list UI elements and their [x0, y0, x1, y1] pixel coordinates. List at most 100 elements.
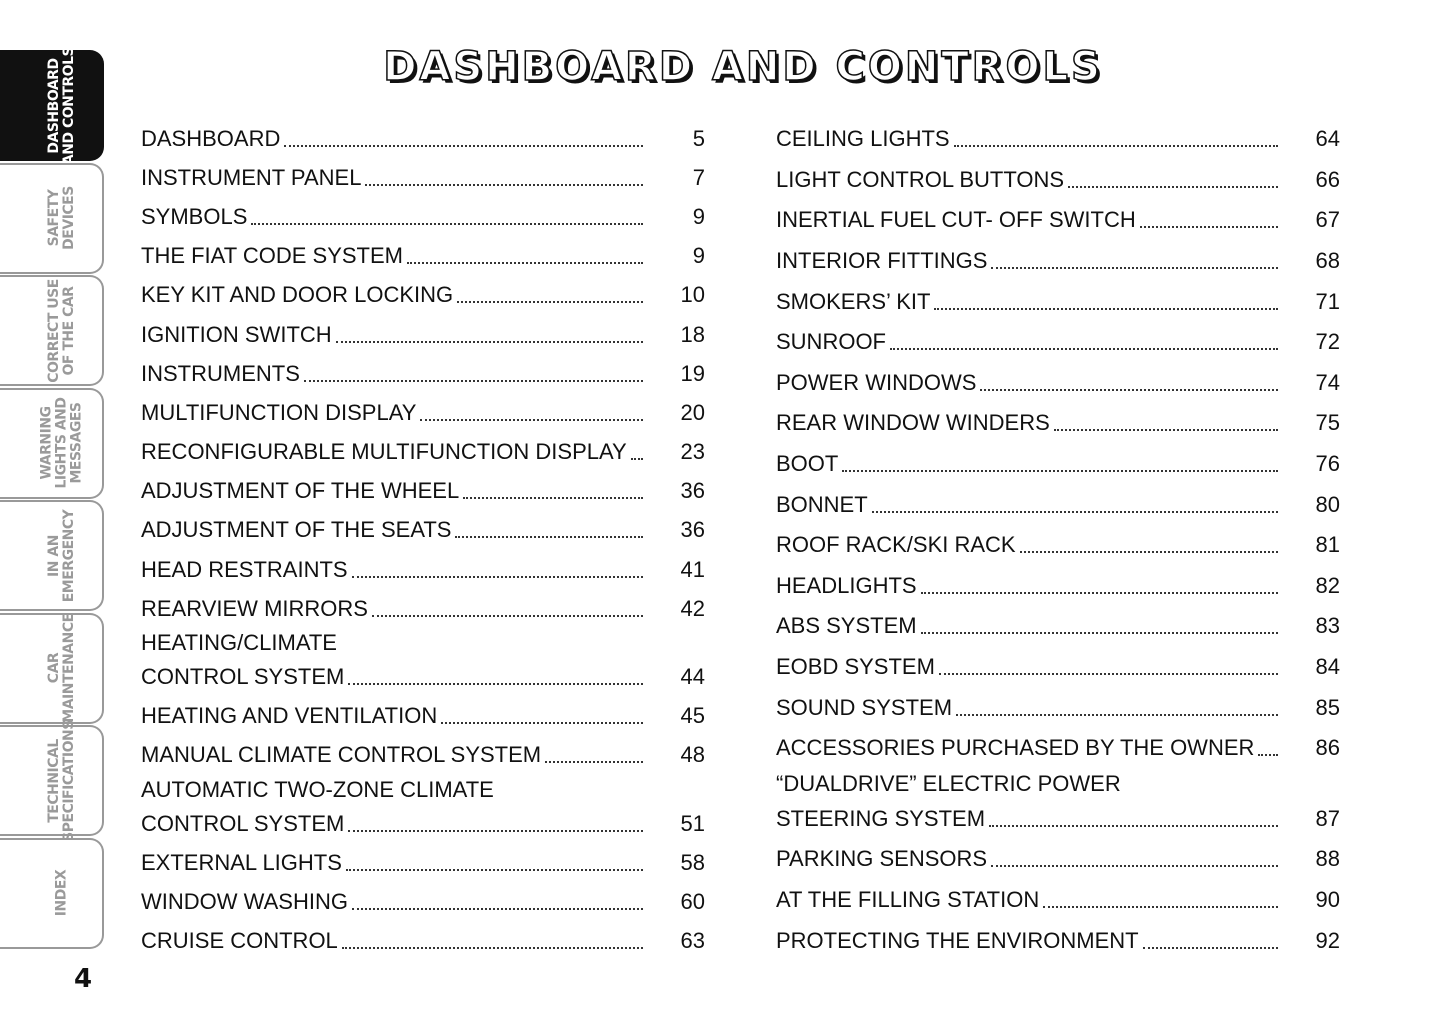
- toc-entry-page: 9: [692, 243, 705, 269]
- toc-entry[interactable]: WINDOW WASHING 60: [141, 882, 705, 921]
- dot-leader: [1142, 946, 1278, 949]
- section-tab-technical-specifications[interactable]: TECHNICAL SPECIFICATIONS: [0, 720, 104, 841]
- toc-entry[interactable]: EXTERNAL LIGHTS 58: [141, 843, 705, 882]
- toc-entry-title: PROTECTING THE ENVIRONMENT: [776, 927, 1139, 953]
- toc-entry[interactable]: ACCESSORIES PURCHASED BY THE OWNER 86: [776, 728, 1340, 769]
- toc-entry[interactable]: INSTRUMENT PANEL 7: [141, 158, 705, 197]
- toc-entry[interactable]: CEILING LIGHTS 64: [776, 119, 1340, 160]
- toc-entry-title: MANUAL CLIMATE CONTROL SYSTEM: [141, 742, 542, 768]
- toc-entry[interactable]: AT THE FILLING STATION 90: [776, 880, 1340, 921]
- toc-entry-title: THE FIAT CODE SYSTEM: [141, 243, 403, 269]
- dot-leader: [441, 722, 643, 725]
- toc-entry[interactable]: CRUISE CONTROL 63: [141, 922, 705, 961]
- toc-entry[interactable]: PARKING SENSORS 88: [776, 839, 1340, 880]
- section-tab-index[interactable]: INDEX: [0, 837, 104, 949]
- toc-entry[interactable]: MULTIFUNCTION DISPLAY 20: [141, 393, 705, 432]
- toc-entry-title: ROOF RACK/SKI RACK: [776, 532, 1016, 558]
- toc-entry-row: ADJUSTMENT OF THE SEATS 36: [141, 511, 705, 550]
- toc-entry-page: 42: [680, 595, 705, 621]
- dot-leader: [842, 470, 1278, 473]
- toc-entry-row: MULTIFUNCTION DISPLAY 20: [141, 393, 705, 432]
- dot-leader: [365, 183, 643, 186]
- toc-entry-page: 19: [680, 360, 705, 386]
- toc-entry-title: HEAD RESTRAINTS: [141, 556, 348, 582]
- toc-entry-page: 83: [1315, 613, 1340, 639]
- section-tab-correct-use-of-the-car[interactable]: CORRECT USE OF THE CAR: [0, 275, 104, 386]
- toc-entry[interactable]: ABS SYSTEM 83: [776, 606, 1340, 647]
- section-tab-car-maintenance[interactable]: CAR MAINTENANCE: [0, 612, 104, 724]
- toc-entry-title: SOUND SYSTEM: [776, 694, 953, 720]
- toc-entry[interactable]: SYMBOLS 9: [141, 197, 705, 236]
- toc-entry-page: 71: [1315, 288, 1340, 314]
- toc-entry[interactable]: SMOKERS’ KIT 71: [776, 281, 1340, 322]
- toc-entry[interactable]: MANUAL CLIMATE CONTROL SYSTEM 48: [141, 736, 705, 775]
- section-tab-in-an-emergency[interactable]: IN AN EMERGENCY: [0, 500, 104, 611]
- section-tab-warning-lights-and-messages[interactable]: WARNING LIGHTS AND MESSAGES: [0, 387, 104, 499]
- toc-entry[interactable]: POWER WINDOWS 74: [776, 363, 1340, 404]
- toc-entry[interactable]: INTERIOR FITTINGS 68: [776, 241, 1340, 282]
- toc-entry-row: WINDOW WASHING 60: [141, 882, 705, 921]
- dot-leader: [1139, 226, 1278, 229]
- tab-label: INDEX: [53, 869, 70, 917]
- toc-entry-title: MULTIFUNCTION DISPLAY: [141, 399, 417, 425]
- section-tab-safety-devices[interactable]: SAFETY DEVICES: [0, 162, 104, 274]
- toc-entry-row: ABS SYSTEM 83: [776, 606, 1340, 647]
- toc-entry-title: DASHBOARD: [141, 125, 281, 151]
- toc-entry-page: 85: [1315, 694, 1340, 720]
- toc-entry-page: 67: [1315, 207, 1340, 233]
- toc-entry-row: POWER WINDOWS 74: [776, 363, 1340, 404]
- toc-entry[interactable]: SUNROOF 72: [776, 322, 1340, 363]
- toc-entry[interactable]: PROTECTING THE ENVIRONMENT 92: [776, 920, 1340, 961]
- toc-entry-title: SMOKERS’ KIT: [776, 288, 931, 314]
- page-title: DASHBOARD AND CONTROLS: [382, 43, 1103, 91]
- dot-leader: [980, 388, 1278, 391]
- toc-entry-page: 36: [680, 517, 705, 543]
- toc-entry[interactable]: ADJUSTMENT OF THE WHEEL 36: [141, 472, 705, 511]
- toc-entry[interactable]: INERTIAL FUEL CUT- OFF SWITCH 67: [776, 200, 1340, 241]
- toc-entry[interactable]: SOUND SYSTEM 85: [776, 687, 1340, 728]
- toc-entry[interactable]: INSTRUMENTS 19: [141, 354, 705, 393]
- page-number: 4: [74, 964, 93, 994]
- toc-entry[interactable]: HEADLIGHTS 82: [776, 566, 1340, 607]
- dot-leader: [284, 144, 643, 147]
- toc-entry-title: AT THE FILLING STATION: [776, 886, 1040, 912]
- toc-entry[interactable]: KEY KIT AND DOOR LOCKING 10: [141, 276, 705, 315]
- toc-entry-title: IGNITION SWITCH: [141, 321, 332, 347]
- toc-entry-row: EXTERNAL LIGHTS 58: [141, 843, 705, 882]
- toc-entry-title: LIGHT CONTROL BUTTONS: [776, 166, 1065, 192]
- section-tab-dashboard-and-controls[interactable]: DASHBOARD AND CONTROLS: [0, 46, 104, 165]
- toc-entry[interactable]: HEATING AND VENTILATION 45: [141, 697, 705, 736]
- toc-entry[interactable]: HEAD RESTRAINTS 41: [141, 550, 705, 589]
- toc-entry-title: INTERIOR FITTINGS: [776, 248, 988, 274]
- toc-entry[interactable]: REAR WINDOW WINDERS 75: [776, 403, 1340, 444]
- toc-entry-row: HEAD RESTRAINTS 41: [141, 550, 705, 589]
- toc-entry-row: SMOKERS’ KIT 71: [776, 281, 1340, 322]
- toc-entry-row: HEADLIGHTS 82: [776, 566, 1340, 607]
- toc-entry[interactable]: AUTOMATIC TWO-ZONE CLIMATE CONTROL SYSTEM…: [141, 775, 705, 843]
- toc-entry[interactable]: LIGHT CONTROL BUTTONS 66: [776, 160, 1340, 201]
- dot-leader: [934, 307, 1278, 310]
- toc-entry[interactable]: ADJUSTMENT OF THE SEATS 36: [141, 511, 705, 550]
- toc-entry[interactable]: ROOF RACK/SKI RACK 81: [776, 525, 1340, 566]
- toc-entry[interactable]: BOOT 76: [776, 444, 1340, 485]
- dot-leader: [545, 761, 643, 764]
- toc-entry[interactable]: DASHBOARD 5: [141, 119, 705, 158]
- toc-entry[interactable]: IGNITION SWITCH 18: [141, 315, 705, 354]
- toc-entry[interactable]: HEATING/CLIMATE CONTROL SYSTEM 44: [141, 628, 705, 696]
- toc-entry-row: DASHBOARD 5: [141, 119, 705, 158]
- toc-entry[interactable]: EOBD SYSTEM 84: [776, 647, 1340, 688]
- toc-entry-page: 51: [680, 810, 705, 836]
- toc-entry-title: POWER WINDOWS: [776, 369, 977, 395]
- toc-entry-row: PROTECTING THE ENVIRONMENT 92: [776, 920, 1340, 961]
- dot-leader: [348, 683, 643, 686]
- toc-entry[interactable]: BONNET 80: [776, 484, 1340, 525]
- toc-entry-row: THE FIAT CODE SYSTEM 9: [141, 237, 705, 276]
- toc-entry-page: 23: [680, 439, 705, 465]
- toc-left-column: DASHBOARD 5 INSTRUMENT PANEL 7 SYMBOLS 9 THE F…: [141, 119, 705, 961]
- toc-entry[interactable]: “DUALDRIVE” ELECTRIC POWER STEERING SYSTE…: [776, 769, 1340, 840]
- tab-label: WARNING LIGHTS AND MESSAGES: [38, 397, 85, 489]
- toc-entry[interactable]: THE FIAT CODE SYSTEM 9: [141, 237, 705, 276]
- toc-entry[interactable]: RECONFIGURABLE MULTIFUNCTION DISPLAY 23: [141, 433, 705, 472]
- toc-entry[interactable]: REARVIEW MIRRORS 42: [141, 589, 705, 628]
- toc-entry-title: BONNET: [776, 491, 868, 517]
